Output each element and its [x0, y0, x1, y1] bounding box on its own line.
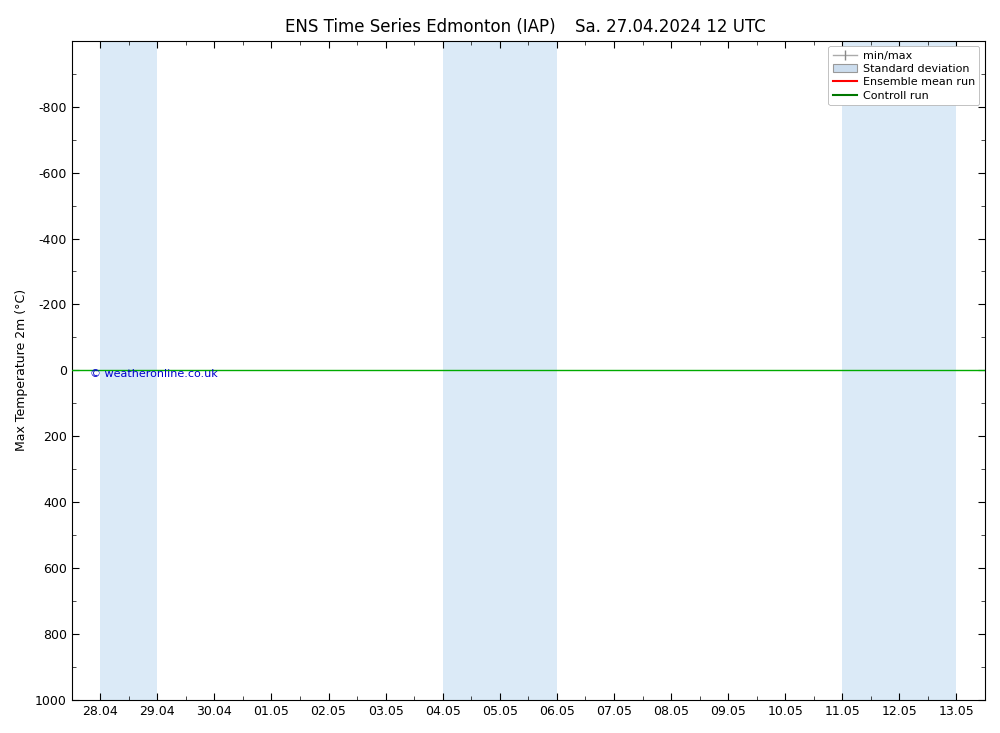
Text: Sa. 27.04.2024 12 UTC: Sa. 27.04.2024 12 UTC [575, 18, 765, 37]
Text: ENS Time Series Edmonton (IAP): ENS Time Series Edmonton (IAP) [285, 18, 555, 37]
Legend: min/max, Standard deviation, Ensemble mean run, Controll run: min/max, Standard deviation, Ensemble me… [828, 46, 979, 105]
Y-axis label: Max Temperature 2m (°C): Max Temperature 2m (°C) [15, 290, 28, 452]
Bar [100, 40, 157, 700]
Bar [842, 40, 956, 700]
Bar [443, 40, 557, 700]
Text: © weatheronline.co.uk: © weatheronline.co.uk [90, 369, 218, 379]
